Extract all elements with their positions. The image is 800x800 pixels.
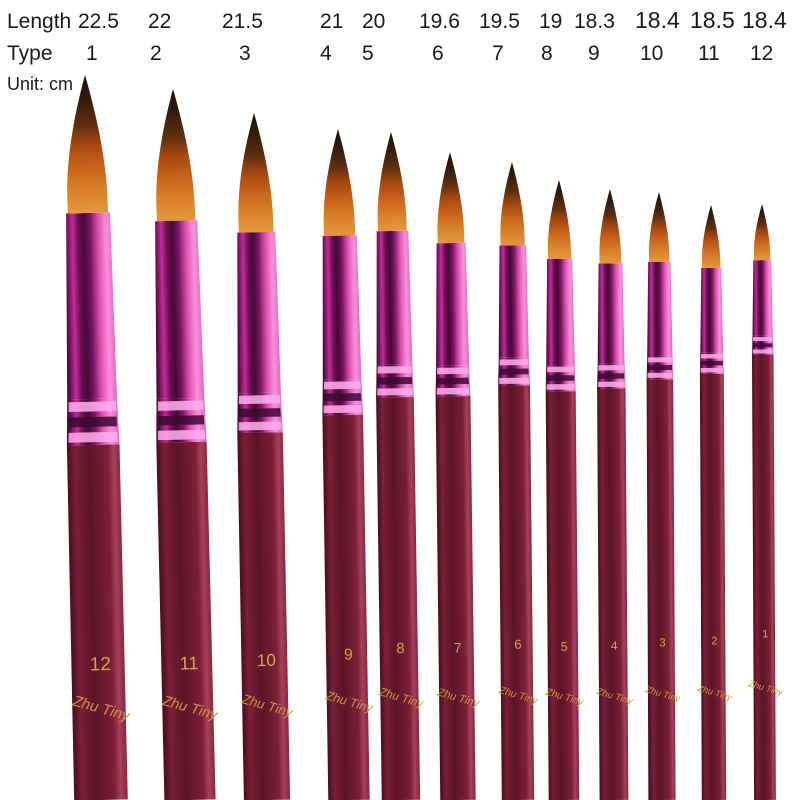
svg-text:5: 5 <box>561 640 568 654</box>
svg-text:8: 8 <box>396 641 404 657</box>
svg-text:12: 12 <box>90 654 112 675</box>
svg-text:2: 2 <box>711 635 717 647</box>
svg-text:11: 11 <box>179 652 198 673</box>
svg-text:6: 6 <box>514 637 521 652</box>
svg-text:7: 7 <box>454 640 462 656</box>
svg-text:1: 1 <box>762 628 768 640</box>
svg-text:10: 10 <box>257 651 276 670</box>
svg-text:4: 4 <box>611 639 618 653</box>
svg-text:9: 9 <box>344 646 353 663</box>
svg-text:3: 3 <box>659 636 666 649</box>
